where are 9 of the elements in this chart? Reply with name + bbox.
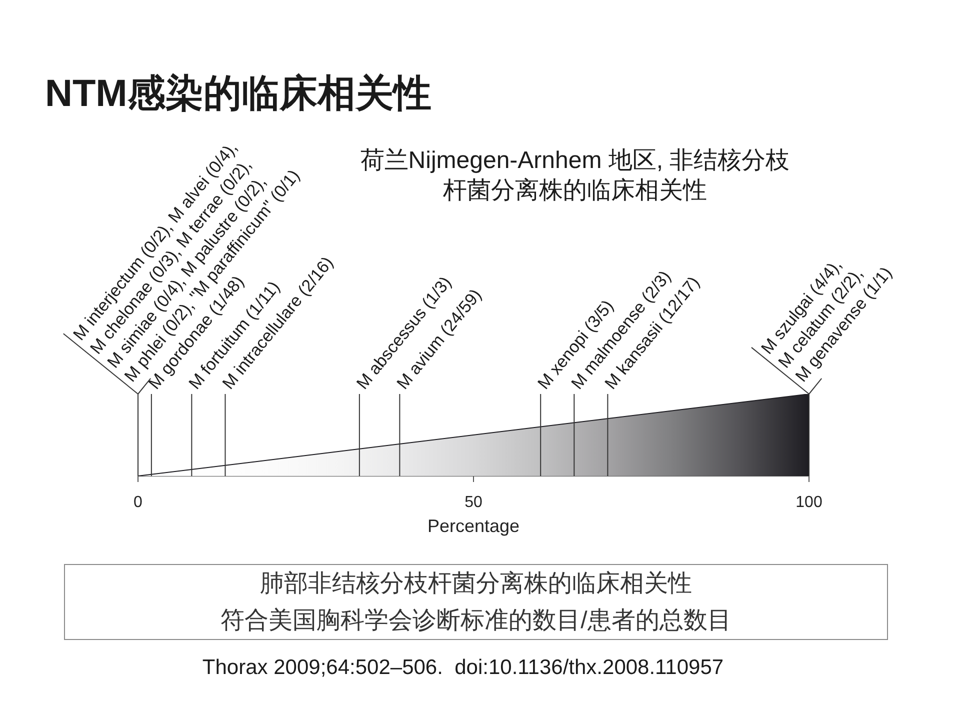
x-axis-title: Percentage [427,516,520,536]
text: 符合美国胸科学会诊断标准的数目/患者的总数目 [220,606,732,636]
x-tick-label: 50 [464,494,482,512]
text: 肺部非结核分枝杆菌分离株的临床相关性 [259,569,693,599]
x-tick-label: 0 [134,494,143,512]
chart-title: NTM感染的临床相关性 [45,72,432,116]
chart-subtitle: 荷兰Nijmegen-Arnhem 地区, 非结核分枝杆菌分离株的临床相关性 [359,146,791,206]
text: Thorax 2009;64:502–506. doi:10.1136/thx.2008.110957 [201,655,725,681]
x-tick-label: 100 [796,494,822,512]
